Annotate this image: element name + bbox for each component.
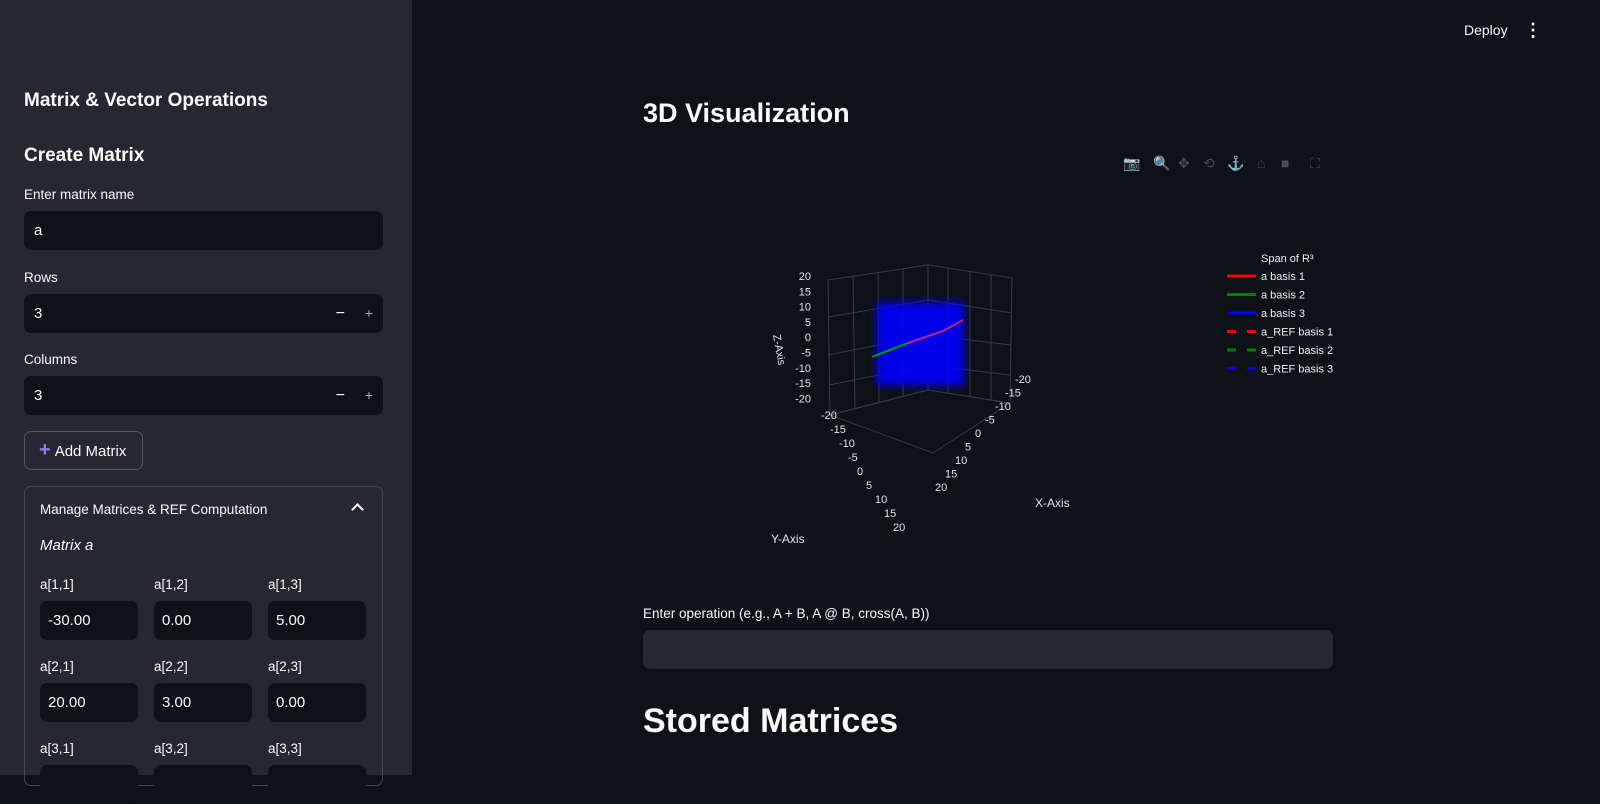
yaxis-tick-label: 20 — [893, 522, 905, 534]
zaxis-tick-label: -5 — [801, 348, 811, 360]
visualization-title: 3D Visualization — [643, 98, 850, 128]
add-matrix-label: Add Matrix — [54, 443, 127, 460]
matrix-label: Matrix a — [40, 537, 94, 554]
3d-plot[interactable]: 📷 🔍 ✥ ⟲ ⚓ ⌂ ■ ⛶ 20 15 10 5 0 -5 -10 -15 -20 -20 -1… — [643, 145, 1333, 575]
legend-item[interactable]: a basis 1 — [1261, 271, 1305, 283]
legend-title: Span of R³ — [1261, 253, 1314, 265]
rows-stepper[interactable]: 3 − + — [24, 294, 383, 333]
xaxis-tick-label: -10 — [995, 401, 1011, 413]
turntable-icon[interactable]: ⚓ — [1227, 155, 1245, 171]
yaxis-tick-label: -20 — [821, 410, 837, 422]
cell-label: a[2,2] — [154, 659, 188, 674]
cell-input[interactable] — [154, 765, 252, 804]
xaxis-tick-label: 5 — [965, 442, 971, 454]
yaxis-tick-label: 5 — [866, 480, 872, 492]
deploy-button[interactable]: Deploy — [1464, 22, 1508, 38]
a-basis-1-line — [907, 319, 964, 344]
home-icon[interactable]: ⌂ — [1257, 155, 1266, 171]
create-matrix-heading: Create Matrix — [24, 145, 145, 166]
cell-label: a[2,3] — [268, 659, 302, 674]
cell-label: a[1,2] — [154, 577, 188, 592]
main-menu-icon[interactable]: ⋮ — [1524, 20, 1542, 40]
add-matrix-button[interactable]: + Add Matrix — [24, 431, 143, 470]
xaxis-tick-label: -20 — [1015, 374, 1031, 386]
columns-value[interactable]: 3 — [34, 387, 43, 404]
yaxis-tick-label: 15 — [884, 508, 896, 520]
rows-label: Rows — [24, 270, 58, 285]
sidebar-title: Matrix & Vector Operations — [24, 90, 268, 111]
cell-input[interactable] — [268, 765, 366, 804]
cell-label: a[1,3] — [268, 577, 302, 592]
zoom-icon[interactable]: 🔍 — [1153, 155, 1171, 171]
xaxis-tick-label: 15 — [945, 469, 957, 481]
chevron-up-icon[interactable] — [351, 503, 364, 516]
legend-item[interactable]: a_REF basis 3 — [1261, 364, 1333, 376]
orbit-icon[interactable]: ⟲ — [1203, 155, 1215, 171]
zaxis-tick-label: 15 — [799, 286, 811, 298]
columns-increment-button[interactable]: + — [364, 387, 373, 403]
xaxis-tick-label: 0 — [975, 428, 981, 440]
fullscreen-icon[interactable]: ⛶ — [1310, 155, 1320, 171]
columns-stepper[interactable]: 3 − + — [24, 376, 383, 415]
expander-header[interactable]: Manage Matrices & REF Computation — [40, 502, 268, 517]
zaxis-tick-label: 5 — [805, 317, 811, 329]
y-axis-title: Y-Axis — [771, 532, 805, 546]
cell-label: a[3,3] — [268, 741, 302, 756]
cell-input[interactable]: 0.00 — [154, 601, 252, 640]
legend-item[interactable]: a_REF basis 1 — [1261, 327, 1333, 339]
z-axis-title: Z-Axis — [770, 333, 787, 366]
legend-item[interactable]: a basis 3 — [1261, 308, 1305, 320]
plus-icon: + — [39, 439, 51, 461]
cell-label: a[3,2] — [154, 741, 188, 756]
xaxis-tick-label: 10 — [955, 455, 967, 467]
cell-input[interactable]: 0.00 — [268, 683, 366, 722]
operation-label: Enter operation (e.g., A + B, A @ B, cro… — [643, 606, 930, 621]
span-cube — [876, 302, 964, 386]
cell-label: a[2,1] — [40, 659, 74, 674]
yaxis-tick-label: -5 — [848, 452, 858, 464]
video-camera-icon[interactable]: ■ — [1281, 155, 1290, 171]
rows-value[interactable]: 3 — [34, 305, 43, 322]
cell-input[interactable]: -30.00 — [40, 601, 138, 640]
columns-decrement-button[interactable]: − — [335, 387, 345, 404]
xaxis-tick-label: -15 — [1005, 388, 1021, 400]
xaxis-tick-label: 20 — [935, 482, 947, 494]
matrix-name-input[interactable]: a — [24, 211, 383, 250]
yaxis-tick-label: 10 — [875, 494, 887, 506]
cell-input[interactable] — [40, 765, 138, 804]
yaxis-tick-label: 0 — [857, 466, 863, 478]
yaxis-tick-label: -10 — [839, 438, 855, 450]
yaxis-tick-label: -15 — [830, 424, 846, 436]
zaxis-tick-label: -20 — [795, 393, 811, 405]
manage-matrices-expander: Manage Matrices & REF Computation Matrix… — [24, 486, 383, 804]
operation-input[interactable] — [643, 630, 1333, 669]
zaxis-tick-label: 0 — [805, 332, 811, 344]
matrix-name-label: Enter matrix name — [24, 187, 135, 202]
rows-decrement-button[interactable]: − — [335, 305, 345, 322]
plot-canvas[interactable]: 20151050-5-10-15-20-20-15-10-50510152020… — [643, 145, 1333, 575]
zaxis-tick-label: -10 — [795, 363, 811, 375]
stored-matrices-heading: Stored Matrices — [643, 702, 899, 740]
rows-increment-button[interactable]: + — [364, 305, 373, 321]
zaxis-tick-label: -15 — [795, 378, 811, 390]
zaxis-tick-label: 20 — [799, 271, 811, 283]
columns-label: Columns — [24, 352, 78, 367]
x-axis-title: X-Axis — [1035, 496, 1070, 510]
cell-input[interactable]: 3.00 — [154, 683, 252, 722]
sidebar: Matrix & Vector Operations Create Matrix… — [0, 0, 412, 804]
pan-icon[interactable]: ✥ — [1178, 155, 1190, 171]
cell-label: a[1,1] — [40, 577, 74, 592]
zaxis-tick-label: 10 — [799, 302, 811, 314]
cell-label: a[3,1] — [40, 741, 74, 756]
camera-icon[interactable]: 📷 — [1123, 155, 1141, 171]
a-basis-2-line — [871, 342, 909, 358]
cell-input[interactable]: 20.00 — [40, 683, 138, 722]
xaxis-tick-label: -5 — [985, 415, 995, 427]
legend-item[interactable]: a basis 2 — [1261, 290, 1305, 302]
cell-input[interactable]: 5.00 — [268, 601, 366, 640]
legend-item[interactable]: a_REF basis 2 — [1261, 345, 1333, 357]
